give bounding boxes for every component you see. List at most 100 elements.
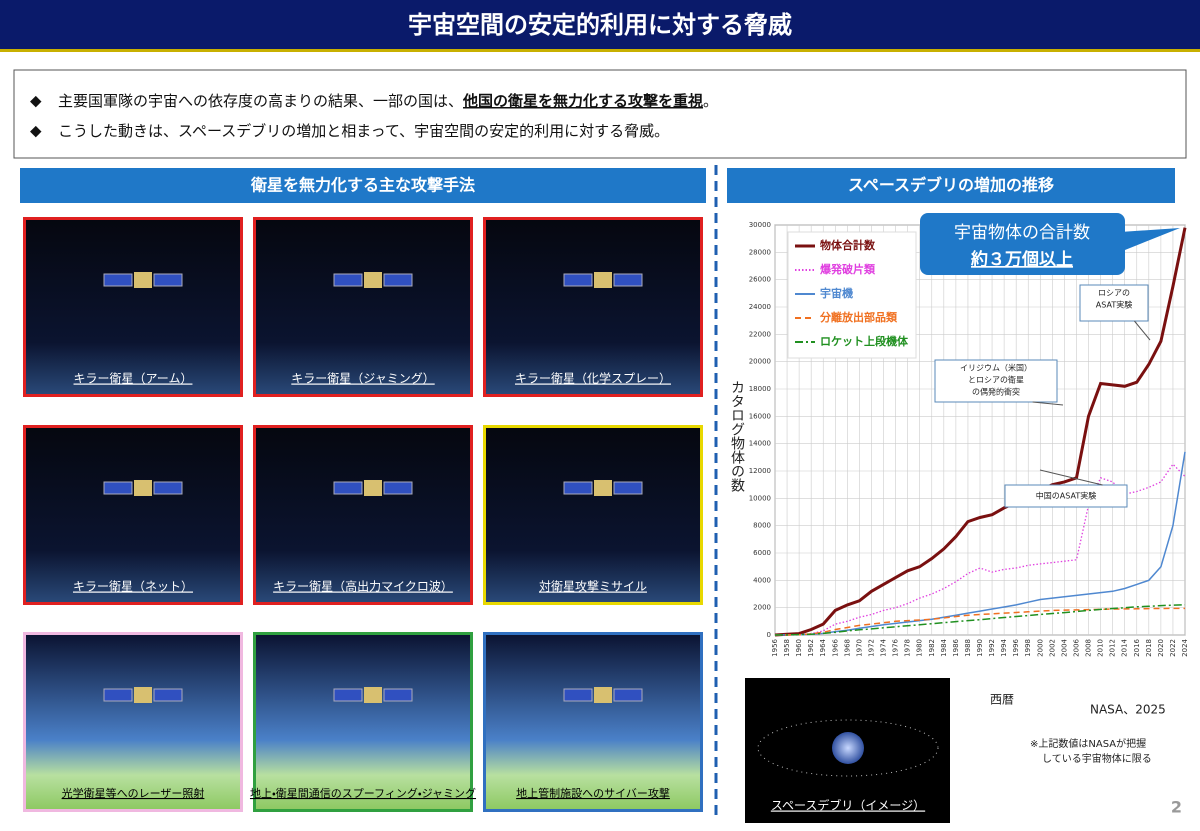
legend-label: 物体合計数 — [820, 238, 876, 252]
x-tick-label: 1984 — [940, 638, 948, 656]
y-tick-label: 14000 — [749, 440, 771, 448]
satellite-panel — [103, 688, 133, 702]
satellite-body — [594, 687, 612, 703]
x-tick-label: 1992 — [988, 639, 996, 657]
attack-tile — [253, 632, 473, 812]
y-tick-label: 16000 — [749, 412, 771, 420]
x-tick-label: 1978 — [904, 639, 912, 657]
note-line: ※上記数値はNASAが把握 — [1030, 737, 1146, 750]
tile-caption: キラー衛星（ジャミング） — [291, 372, 434, 386]
callout-pointer — [1120, 228, 1180, 252]
satellite-panel — [333, 273, 363, 287]
satellite-body — [134, 687, 152, 703]
x-tick-label: 2012 — [1109, 639, 1117, 657]
attack-tile — [483, 632, 703, 812]
satellite-body — [364, 272, 382, 288]
y-tick-label: 20000 — [749, 358, 771, 366]
annotation-box — [934, 359, 1058, 403]
y-tick-label: 30000 — [749, 221, 771, 229]
annotation-text: の偶発的衝突 — [972, 387, 1020, 397]
x-tick-label: 1960 — [795, 639, 803, 657]
satellite-panel — [383, 688, 413, 702]
satellite-body — [134, 272, 152, 288]
annotation-pointer — [1032, 401, 1064, 406]
x-axis-label: 西暦 — [990, 693, 1014, 707]
note-line: している宇宙物体に限る — [1042, 752, 1152, 765]
annotation-text: ロシアの — [1098, 289, 1130, 298]
x-tick-label: 1966 — [831, 638, 839, 656]
satellite-panel — [383, 273, 413, 287]
satellite-panel — [563, 481, 593, 495]
x-tick-label: 1972 — [867, 639, 875, 657]
satellite-panel — [153, 688, 183, 702]
x-tick-label: 1990 — [976, 639, 984, 657]
satellite-panel — [333, 688, 363, 702]
x-tick-label: 1956 — [771, 638, 779, 656]
tile-caption: キラー衛星（化学スプレー） — [515, 371, 671, 386]
x-tick-label: 2020 — [1157, 639, 1165, 657]
x-tick-label: 1962 — [807, 639, 815, 657]
source: NASA、2025 — [1090, 703, 1166, 717]
bullet-box — [13, 69, 1187, 159]
title-rule — [0, 49, 1200, 52]
attack-tile — [23, 217, 243, 397]
x-tick-label: 1976 — [892, 638, 900, 656]
x-tick-label: 1988 — [964, 639, 972, 657]
x-tick-label: 1994 — [1000, 638, 1008, 656]
x-tick-label: 2006 — [1072, 638, 1080, 656]
attack-tile — [23, 425, 243, 605]
legend-label: 爆発破片類 — [820, 262, 876, 276]
annotation-text: 中国のASAT実験 — [1036, 491, 1096, 501]
x-tick-label: 1980 — [916, 639, 924, 657]
annotation-text: イリジウム（米国） — [960, 363, 1032, 373]
bullet-part: 。 — [703, 92, 718, 110]
title-bar — [0, 0, 1200, 52]
x-tick-label: 2004 — [1060, 638, 1068, 656]
x-tick-label: 1998 — [1024, 639, 1032, 657]
y-tick-label: 8000 — [753, 522, 771, 530]
x-tick-label: 2016 — [1133, 638, 1141, 656]
annotation-box — [1004, 484, 1128, 508]
tile-caption: キラー衛星（アーム） — [74, 372, 193, 386]
y-tick-label: 4000 — [753, 576, 771, 584]
x-tick-label: 1964 — [819, 638, 827, 656]
tile-caption: 対衛星攻撃ミサイル — [539, 579, 647, 594]
series-line — [774, 603, 1186, 636]
annotation-pointer — [1134, 320, 1151, 341]
annotation-pointer — [1039, 469, 1103, 486]
x-tick-label: 2010 — [1097, 639, 1105, 657]
x-tick-label: 1968 — [843, 639, 851, 657]
y-tick-label: 0 — [767, 631, 771, 639]
callout-box — [920, 213, 1125, 275]
bullet-marker: ◆ — [30, 122, 42, 140]
tile-caption: 地上管制施設へのサイバー攻撃 — [516, 786, 670, 800]
y-tick-label: 26000 — [749, 276, 771, 284]
satellite-body — [594, 272, 612, 288]
y-tick-label: 2000 — [753, 604, 771, 612]
y-tick-label: 12000 — [749, 467, 771, 475]
satellite-panel — [613, 688, 643, 702]
bullet-text: こうした動きは、スペースデブリの増加と相まって、宇宙空間の安定的利用に対する脅威… — [58, 122, 669, 140]
satellite-body — [364, 687, 382, 703]
satellite-panel — [563, 688, 593, 702]
satellite-panel — [333, 481, 363, 495]
x-tick-label: 2024 — [1181, 638, 1189, 656]
slide-title: 宇宙空間の安定的利用に対する脅威 — [408, 11, 792, 39]
satellite-body — [364, 480, 382, 496]
tile-caption: キラー衛星（ネット） — [73, 580, 193, 594]
left-header — [20, 168, 706, 203]
satellite-panel — [563, 273, 593, 287]
right-title: スペースデブリの増加の推移 — [848, 176, 1054, 195]
annotation-box — [1079, 284, 1149, 322]
y-tick-label: 6000 — [753, 549, 771, 557]
series-line — [774, 227, 1187, 637]
y-axis-label: カタログ物体の数 — [729, 380, 745, 492]
satellite-panel — [153, 481, 183, 495]
satellite-panel — [103, 481, 133, 495]
y-tick-label: 18000 — [749, 385, 771, 393]
bullet-part: 主要国軍隊の宇宙への依存度の高まりの結果、一部の国は、 — [58, 92, 463, 110]
legend-label: ロケット上段機体 — [820, 334, 909, 348]
satellite-panel — [613, 273, 643, 287]
x-tick-label: 2008 — [1085, 639, 1093, 657]
